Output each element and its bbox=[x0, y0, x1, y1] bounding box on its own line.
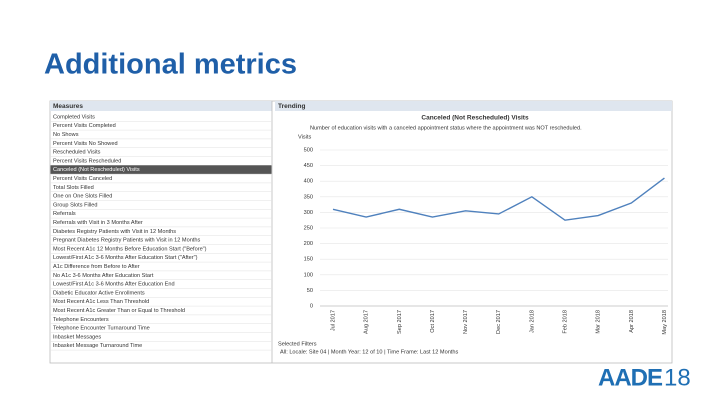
x-tick-label: Sep 2017 bbox=[397, 310, 403, 334]
measure-item: Most Recent A1c 12 Months Before Educati… bbox=[53, 246, 207, 252]
measure-item: Rescheduled Visits bbox=[53, 150, 101, 156]
measure-item: Telephone Encounter Turnaround Time bbox=[53, 326, 150, 332]
y-tick-label: 200 bbox=[304, 241, 313, 247]
measure-item: Diabetic Educator Active Enrollments bbox=[53, 290, 145, 296]
x-tick-label: Feb 2018 bbox=[562, 310, 568, 334]
measure-item: Canceled (Not Rescheduled) Visits bbox=[53, 167, 140, 173]
panel-header-bg bbox=[275, 101, 672, 111]
selected-row bbox=[50, 165, 272, 175]
chart-title: Canceled (Not Rescheduled) Visits bbox=[421, 115, 529, 122]
measure-item: Percent Visits Rescheduled bbox=[53, 158, 121, 164]
logo-text: AADE bbox=[598, 364, 663, 391]
x-tick-label: Apr 2018 bbox=[629, 310, 635, 333]
measure-item: Total Slots Filled bbox=[53, 185, 94, 191]
measure-item: Lowest/First A1c 3-6 Months After Educat… bbox=[53, 255, 198, 261]
y-tick-label: 450 bbox=[304, 163, 313, 169]
measure-item: Pregnant Diabetes Registry Patients with… bbox=[53, 238, 200, 244]
y-tick-label: 500 bbox=[304, 147, 313, 153]
measure-item: Group Slots Filled bbox=[53, 202, 97, 208]
measure-item: Most Recent A1c Less Than Threshold bbox=[53, 299, 149, 305]
measure-item: Telephone Encounters bbox=[53, 317, 109, 323]
measure-item: Inbasket Messages bbox=[53, 334, 101, 340]
measure-item: Lowest/First A1c 3-6 Months After Educat… bbox=[53, 282, 175, 288]
measure-item: Referrals with Visit in 3 Months After bbox=[53, 220, 143, 226]
measure-item: No A1c 3-6 Months After Education Start bbox=[53, 273, 154, 279]
y-tick-label: 250 bbox=[304, 225, 313, 231]
measure-item: Percent Visits Completed bbox=[53, 123, 116, 129]
measure-item: Percent Visits No Showed bbox=[53, 141, 118, 147]
x-tick-label: Aug 2017 bbox=[364, 310, 370, 334]
slide-title: Additional metrics bbox=[44, 49, 297, 81]
measure-item: Referrals bbox=[53, 211, 76, 217]
measure-item: Inbasket Message Turnaround Time bbox=[53, 343, 142, 349]
logo-number: 18 bbox=[664, 364, 691, 391]
chart-subtitle: Number of education visits with a cancel… bbox=[310, 125, 582, 131]
y-tick-label: 350 bbox=[304, 194, 313, 200]
y-tick-label: 300 bbox=[304, 210, 313, 216]
y-axis-label: Visits bbox=[298, 134, 311, 140]
measure-item: Completed Visits bbox=[53, 114, 95, 120]
x-tick-label: Jan 2018 bbox=[529, 310, 535, 333]
measure-item: Diabetes Registry Patients with Visit in… bbox=[53, 229, 176, 235]
panel-header: Trending bbox=[278, 103, 305, 110]
x-tick-label: Oct 2017 bbox=[430, 310, 436, 333]
y-tick-label: 150 bbox=[304, 257, 313, 263]
x-tick-label: Mar 2018 bbox=[596, 310, 602, 334]
screenshot-frame bbox=[49, 100, 673, 364]
measure-item: No Shows bbox=[53, 132, 79, 138]
y-tick-label: 100 bbox=[304, 272, 313, 278]
filters-label: Selected Filters bbox=[278, 341, 317, 347]
measure-item: One on One Slots Filled bbox=[53, 194, 112, 200]
x-tick-label: May 2018 bbox=[662, 310, 668, 335]
x-tick-label: Nov 2017 bbox=[463, 310, 469, 334]
filters-text: All: Locale: Site 04 | Month Year: 12 of… bbox=[280, 349, 458, 355]
y-tick-label: 400 bbox=[304, 179, 313, 185]
x-tick-label: Jul 2017 bbox=[330, 310, 336, 331]
measures-header: Measures bbox=[53, 103, 83, 110]
measure-item: Percent Visits Canceled bbox=[53, 176, 112, 182]
measures-header-bg bbox=[50, 101, 272, 111]
y-tick-label: 50 bbox=[307, 288, 313, 294]
x-tick-label: Dec 2017 bbox=[496, 310, 502, 334]
line bbox=[332, 177, 665, 221]
y-tick-label: 0 bbox=[310, 303, 313, 309]
measure-item: Most Recent A1c Greater Than or Equal to… bbox=[53, 308, 185, 314]
measure-item: A1c Difference from Before to After bbox=[53, 264, 140, 270]
